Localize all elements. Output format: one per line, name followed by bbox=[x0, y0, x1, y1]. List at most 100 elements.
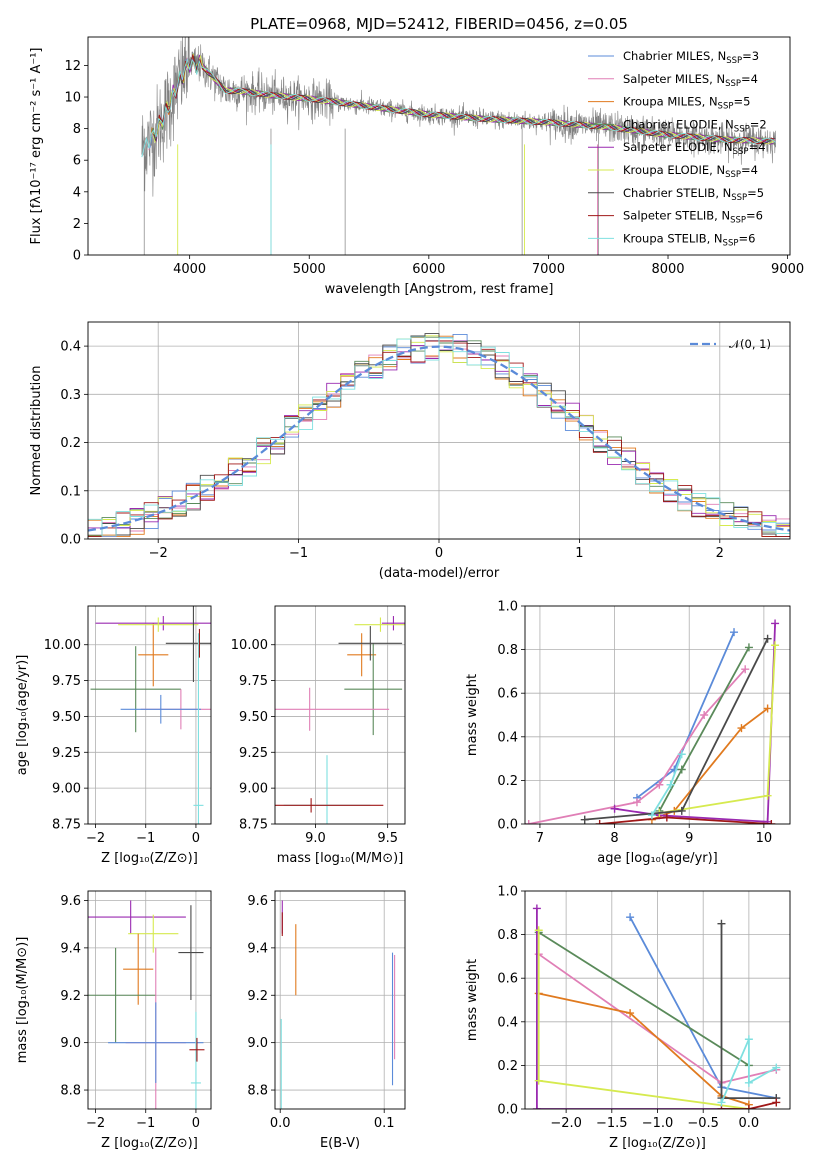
x-tick-label: 9 bbox=[685, 831, 693, 846]
y-axis-label: Flux [fλ10⁻¹⁷ erg cm⁻² s⁻¹ A⁻¹] bbox=[29, 48, 44, 245]
y-tick-label: 9.75 bbox=[239, 674, 268, 689]
errorbar-chabrier-stelib bbox=[178, 905, 204, 1000]
legend-count: =2 bbox=[750, 117, 767, 131]
errorbar-chabrier-stelib bbox=[338, 626, 403, 661]
series-line bbox=[636, 631, 735, 799]
legend-count: =5 bbox=[747, 186, 764, 200]
legend-label: Chabrier STELIB, NSSP=5 bbox=[623, 186, 764, 203]
x-tick-label: 9000 bbox=[771, 262, 804, 277]
errorbar-chabrier-elodie bbox=[344, 643, 403, 736]
y-tick-label: 8.75 bbox=[52, 818, 81, 833]
axes-frame bbox=[87, 605, 212, 825]
x-tick-label: 0.0 bbox=[739, 1116, 760, 1131]
panel-residuals: −2 −1 0 1 2 0.0 0.1 0.2 0.3 0.4 (data-model)/error… bbox=[29, 321, 791, 581]
series-marker bbox=[730, 628, 739, 637]
axes-frame bbox=[87, 321, 791, 540]
y-tick-label: 0.2 bbox=[497, 1059, 518, 1074]
x-tick-label: 5000 bbox=[293, 262, 326, 277]
y-tick-label: 0.1 bbox=[60, 484, 81, 499]
series-chabrier-elodie bbox=[655, 643, 753, 815]
x-tick-label: 0 bbox=[192, 831, 200, 846]
y-tick-label: 9.00 bbox=[52, 782, 81, 797]
errorbar-chabrier-elodie bbox=[88, 947, 156, 1043]
series-marker bbox=[744, 1035, 753, 1044]
y-tick-label: 12 bbox=[64, 59, 81, 74]
x-tick-label: 6000 bbox=[412, 262, 445, 277]
errorbar-salpeter-stelib bbox=[275, 798, 384, 813]
y-tick-label: 1.0 bbox=[497, 600, 518, 615]
histogram-kroupa-stelib bbox=[88, 336, 790, 537]
legend-count: =3 bbox=[742, 49, 759, 63]
spectrum-legend: Chabrier MILES, NSSP=3 Salpeter MILES, NS… bbox=[588, 49, 767, 248]
series-marker bbox=[763, 791, 772, 800]
y-tick-label: 1.0 bbox=[497, 885, 518, 900]
errorbar-salpeter-elodie bbox=[95, 616, 211, 631]
errorbar-kroupa-miles bbox=[138, 623, 169, 687]
x-tick-label: 0.1 bbox=[374, 1116, 395, 1131]
y-axis-label: mass weight bbox=[465, 959, 480, 1041]
series-chabrier-stelib bbox=[580, 634, 772, 824]
series-line bbox=[721, 1101, 777, 1109]
y-tick-label: 9.25 bbox=[239, 746, 268, 761]
x-tick-label: 7000 bbox=[532, 262, 565, 277]
x-tick-label: 0 bbox=[192, 1116, 200, 1131]
x-tick-label: 8000 bbox=[651, 262, 684, 277]
series-marker bbox=[763, 704, 772, 713]
plot-area bbox=[280, 900, 396, 1109]
series-marker bbox=[580, 815, 589, 824]
x-tick-label: 8 bbox=[610, 831, 618, 846]
y-tick-label: 9.6 bbox=[60, 894, 81, 909]
panel-age_vs_mass: 9.0 9.5 8.75 9.00 9.25 9.50 9.75 10.00 mass [log… bbox=[231, 605, 406, 866]
x-axis-label: (data-model)/error bbox=[379, 566, 500, 581]
series-marker bbox=[655, 780, 664, 789]
plot-area bbox=[88, 900, 205, 1109]
x-tick-label: −1 bbox=[136, 831, 155, 846]
errorbar-kroupa-miles bbox=[347, 633, 377, 677]
errorbar-chabrier-stelib bbox=[165, 606, 211, 683]
y-tick-label: 8.75 bbox=[239, 818, 268, 833]
errorbar-kroupa-miles bbox=[123, 933, 154, 1005]
series-marker bbox=[677, 765, 686, 774]
y-tick-label: 2 bbox=[73, 217, 81, 232]
y-tick-label: 0.4 bbox=[497, 1015, 518, 1030]
y-tick-label: 10.00 bbox=[231, 638, 268, 653]
legend-count: =4 bbox=[741, 163, 758, 177]
errorbar-chabrier-miles bbox=[120, 694, 201, 724]
axes-frame bbox=[274, 890, 406, 1110]
series-line bbox=[537, 930, 750, 1109]
legend-count: =4 bbox=[749, 140, 766, 154]
y-tick-label: 0.6 bbox=[497, 687, 518, 702]
series-marker bbox=[771, 641, 780, 650]
series-line bbox=[538, 992, 750, 1106]
legend-label: Salpeter STELIB, NSSP=6 bbox=[623, 209, 763, 226]
plot-area bbox=[90, 606, 211, 824]
plot-area bbox=[532, 904, 781, 1109]
errorbar-kroupa-stelib bbox=[190, 1011, 201, 1109]
y-tick-label: 9.4 bbox=[60, 941, 81, 956]
legend-label: Salpeter ELODIE, NSSP=4 bbox=[623, 140, 766, 157]
x-tick-label: −1.0 bbox=[642, 1116, 674, 1131]
y-tick-label: 9.25 bbox=[52, 746, 81, 761]
series-marker bbox=[532, 1105, 541, 1109]
series-marker bbox=[767, 820, 776, 824]
series-marker bbox=[525, 820, 533, 824]
model-spectrum-chabrier-miles bbox=[147, 52, 775, 148]
axes-frame bbox=[87, 890, 212, 1110]
y-tick-label: 6 bbox=[73, 154, 81, 169]
errorbar-salpeter-stelib bbox=[189, 1037, 205, 1062]
figure-title: PLATE=0968, MJD=52412, FIBERID=0456, z=0… bbox=[250, 15, 628, 33]
series-marker bbox=[534, 926, 543, 935]
axes-frame bbox=[87, 36, 791, 256]
y-tick-label: 9.50 bbox=[52, 710, 81, 725]
series-marker bbox=[610, 804, 619, 813]
errorbar-chabrier-elodie bbox=[90, 646, 181, 733]
series-chabrier-miles bbox=[632, 628, 739, 802]
x-tick-label: 4000 bbox=[173, 262, 206, 277]
series-kroupa-miles bbox=[534, 989, 753, 1109]
y-axis-label: Normed distribution bbox=[29, 366, 44, 496]
x-tick-label: −2 bbox=[86, 1116, 105, 1131]
legend-count: =5 bbox=[733, 95, 750, 109]
axes-frame bbox=[524, 605, 791, 825]
y-tick-label: 10.00 bbox=[44, 638, 81, 653]
y-tick-label: 9.0 bbox=[247, 1036, 268, 1051]
